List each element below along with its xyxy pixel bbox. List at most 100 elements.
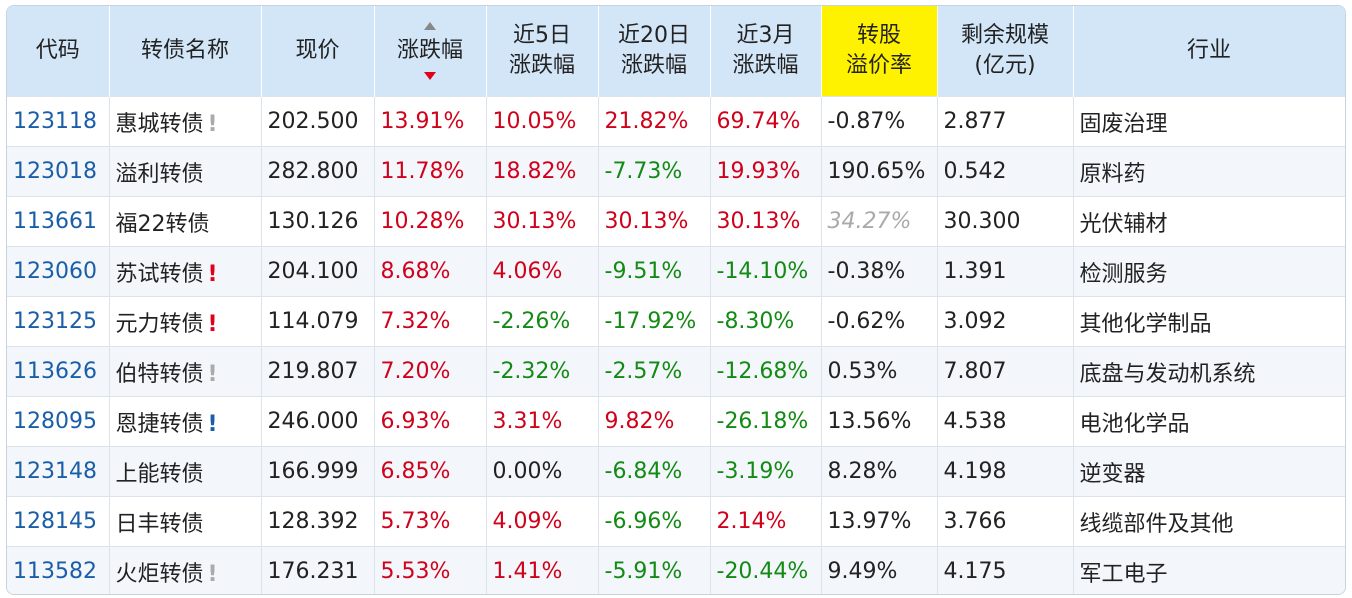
table-cell: 282.800 (261, 146, 375, 197)
table-row[interactable]: 113661 福22转债 130.126 10.28% 30.13% 30.13% 30.1… (7, 196, 1345, 247)
table-cell[interactable]: 113661 (7, 196, 110, 247)
warning-mark: ! (207, 361, 218, 387)
cell-text: 4.538 (943, 409, 1007, 434)
header-text: 近3月 (736, 23, 795, 48)
table-cell[interactable]: 128145 (7, 496, 110, 547)
table-cell[interactable]: 123148 (7, 446, 110, 497)
table-cell: 128.392 (261, 496, 375, 547)
table-row[interactable]: 123018 溢利转债 282.800 11.78% 18.82% -7.73% 19.93… (7, 146, 1345, 197)
warning-mark: ! (207, 561, 218, 587)
table-cell: 19.93% (710, 146, 822, 197)
cell-text: 128095 (13, 409, 97, 434)
sort-desc-arrow[interactable] (424, 72, 436, 80)
column-header[interactable]: 剩余规模 (亿元) (937, 6, 1074, 97)
table-cell[interactable]: 113626 (7, 346, 110, 397)
table-cell: -9.51% (598, 246, 711, 297)
column-header[interactable]: 涨跌幅 (374, 6, 487, 97)
table-cell[interactable]: 123118 (7, 96, 110, 147)
table-cell: 其他化学制品 (1073, 296, 1345, 347)
table-cell[interactable]: 火炬转债! (109, 546, 262, 594)
cell-text: 检测服务 (1079, 261, 1168, 287)
table-cell[interactable]: 123060 (7, 246, 110, 297)
table-cell[interactable]: 日丰转债 (109, 496, 262, 547)
table-cell: 5.53% (374, 546, 487, 594)
cell-text: 113582 (13, 559, 97, 584)
warning-mark: ! (207, 311, 218, 337)
table-cell: 10.28% (374, 196, 487, 247)
cell-text: 线缆部件及其他 (1079, 511, 1234, 537)
cell-text: 1.41% (492, 559, 563, 584)
cell-text: 190.65% (827, 159, 926, 184)
column-header[interactable]: 代码 (7, 6, 110, 97)
cell-text: 2.14% (716, 509, 787, 534)
table-row[interactable]: 123148 上能转债 166.999 6.85% 0.00% -6.84% -3.19% 8… (7, 446, 1345, 497)
cell-text: -2.26% (492, 309, 571, 334)
column-header[interactable]: 现价 (261, 6, 375, 97)
sort-asc-arrow[interactable] (424, 22, 436, 30)
cell-text: -17.92% (604, 309, 697, 334)
cell-text: 元力转债 (115, 311, 204, 337)
cell-text: 4.09% (492, 509, 563, 534)
table-cell: 电池化学品 (1073, 396, 1345, 447)
table-cell: 246.000 (261, 396, 375, 447)
table-cell: 114.079 (261, 296, 375, 347)
cell-text: 219.807 (267, 359, 359, 384)
table-cell[interactable]: 惠城转债! (109, 96, 262, 147)
table-cell: -2.26% (486, 296, 599, 347)
cell-text: 电池化学品 (1079, 411, 1190, 437)
table-cell[interactable]: 上能转债 (109, 446, 262, 497)
table-cell: 底盘与发动机系统 (1073, 346, 1345, 397)
table-cell[interactable]: 123018 (7, 146, 110, 197)
warning-mark: ! (207, 111, 218, 137)
cell-text: 8.68% (380, 259, 451, 284)
cell-text: 逆变器 (1079, 461, 1146, 487)
column-header[interactable]: 近3月 涨跌幅 (710, 6, 822, 97)
table-row[interactable]: 123060 苏试转债! 204.100 8.68% 4.06% -9.51% -14.10… (7, 246, 1345, 297)
header-text: 近20日 (618, 23, 690, 48)
table-cell[interactable]: 福22转债 (109, 196, 262, 247)
table-cell: 4.06% (486, 246, 599, 297)
cell-text: 9.49% (827, 559, 898, 584)
cell-text: -7.73% (604, 159, 683, 184)
table-row[interactable]: 113582 火炬转债! 176.231 5.53% 1.41% -5.91% -20.44… (7, 546, 1345, 594)
cell-text: 4.175 (943, 559, 1007, 584)
table-row[interactable]: 113626 伯特转债! 219.807 7.20% -2.32% -2.57% -12.6… (7, 346, 1345, 397)
column-header[interactable]: 行业 (1073, 6, 1345, 97)
table-cell[interactable]: 苏试转债! (109, 246, 262, 297)
column-header[interactable]: 近5日 涨跌幅 (486, 6, 599, 97)
cell-text: -26.18% (716, 409, 809, 434)
table-cell[interactable]: 128095 (7, 396, 110, 447)
table-cell[interactable]: 123125 (7, 296, 110, 347)
column-header[interactable]: 转债名称 (109, 6, 262, 97)
cell-text: 202.500 (267, 109, 359, 134)
table-cell: -17.92% (598, 296, 711, 347)
table-cell: 线缆部件及其他 (1073, 496, 1345, 547)
table-row[interactable]: 128145 日丰转债 128.392 5.73% 4.09% -6.96% 2.14% 13… (7, 496, 1345, 547)
cell-text: 原料药 (1079, 161, 1146, 187)
table-cell: 10.05% (486, 96, 599, 147)
table-cell[interactable]: 元力转债! (109, 296, 262, 347)
table-cell: 6.85% (374, 446, 487, 497)
cell-text: 113626 (13, 359, 97, 384)
cell-text: 底盘与发动机系统 (1079, 361, 1256, 387)
table-row[interactable]: 123118 惠城转债! 202.500 13.91% 10.05% 21.82% 69.7… (7, 96, 1345, 147)
cell-text: 日丰转债 (115, 511, 204, 537)
table-cell[interactable]: 113582 (7, 546, 110, 594)
cell-text: 13.91% (380, 109, 465, 134)
table-cell: 166.999 (261, 446, 375, 497)
table-cell[interactable]: 溢利转债 (109, 146, 262, 197)
table-cell[interactable]: 伯特转债! (109, 346, 262, 397)
table-cell: 3.31% (486, 396, 599, 447)
table-row[interactable]: 123125 元力转债! 114.079 7.32% -2.26% -17.92% -8.3… (7, 296, 1345, 347)
cell-text: -2.32% (492, 359, 571, 384)
table-cell: 0.53% (821, 346, 938, 397)
cell-text: 其他化学制品 (1079, 311, 1212, 337)
column-header[interactable]: 近20日 涨跌幅 (598, 6, 711, 97)
cell-text: 30.13% (492, 209, 577, 234)
table-cell[interactable]: 恩捷转债! (109, 396, 262, 447)
cell-text: 恩捷转债 (115, 411, 204, 437)
cell-text: 1.391 (943, 259, 1007, 284)
table-row[interactable]: 128095 恩捷转债! 246.000 6.93% 3.31% 9.82% -26.18%… (7, 396, 1345, 447)
column-header[interactable]: 转股 溢价率 (821, 6, 938, 97)
table-cell: 18.82% (486, 146, 599, 197)
